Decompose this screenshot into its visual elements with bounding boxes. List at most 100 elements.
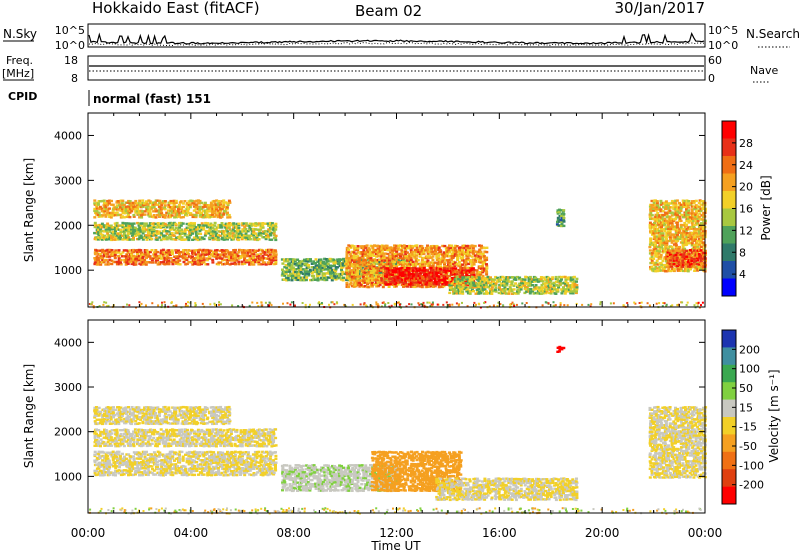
data-cell: [431, 255, 434, 257]
data-cell: [513, 288, 516, 290]
data-cell: [473, 278, 476, 280]
data-cell: [234, 249, 237, 251]
data-cell: [201, 222, 204, 224]
data-cell: [555, 276, 558, 278]
data-cell: [198, 249, 201, 251]
data-cell: [252, 263, 255, 265]
data-cell: [270, 239, 273, 241]
data-cell: [562, 217, 565, 219]
data-cell: [484, 288, 487, 290]
data-cell: [237, 223, 240, 225]
data-cell: [485, 267, 488, 269]
data-cell: [538, 289, 541, 291]
data-cell: [151, 261, 154, 263]
data-cell: [254, 250, 257, 252]
data-cell: [134, 200, 137, 202]
data-cell: [203, 238, 206, 240]
data-cell: [226, 261, 229, 263]
data-cell: [389, 267, 392, 269]
data-cell: [358, 267, 361, 269]
cpid-value: normal (fast) 151: [93, 92, 211, 106]
data-cell: [675, 244, 678, 246]
data-cell: [151, 249, 154, 251]
data-cell: [97, 202, 100, 204]
data-cell: [252, 230, 255, 232]
data-cell: [660, 262, 663, 264]
data-cell: [283, 275, 286, 277]
data-cell: [690, 208, 693, 210]
freq-label: Freq.: [6, 54, 33, 67]
data-cell: [575, 280, 578, 282]
data-cell: [237, 227, 240, 229]
noise-sky-trace: [89, 34, 704, 44]
data-cell: [171, 226, 174, 228]
data-cell: [685, 250, 688, 252]
data-cell: [388, 286, 391, 288]
data-cell: [291, 264, 294, 266]
data-cell: [395, 245, 398, 247]
data-cell: [237, 251, 240, 253]
data-cell: [513, 285, 516, 287]
data-cell: [438, 276, 441, 278]
nave-tick-low: 0: [708, 72, 715, 85]
data-cell: [346, 275, 349, 277]
data-cell: [178, 253, 181, 255]
data-cell: [237, 239, 240, 241]
data-cell: [245, 222, 248, 224]
data-cell: [423, 267, 426, 269]
data-cell: [114, 254, 117, 256]
data-cell: [462, 284, 465, 286]
data-cell: [274, 256, 277, 258]
data-cell: [217, 239, 220, 241]
data-cell: [518, 290, 521, 292]
data-cell: [483, 292, 486, 294]
data-cell: [576, 286, 579, 288]
data-cell: [693, 265, 696, 267]
data-cell: [420, 245, 423, 247]
data-cell: [345, 269, 348, 271]
data-cell: [330, 275, 333, 277]
data-cell: [128, 216, 131, 218]
data-cell: [134, 263, 137, 265]
data-cell: [439, 249, 442, 251]
data-cell: [161, 214, 164, 216]
data-cell: [133, 222, 136, 224]
data-cell: [535, 284, 538, 286]
data-cell: [371, 275, 374, 277]
data-cell: [228, 235, 231, 237]
data-cell: [485, 257, 488, 259]
noise-tick-high-left: 10^5: [55, 24, 85, 37]
data-cell: [428, 282, 431, 284]
data-cell: [687, 209, 690, 211]
data-cell: [249, 255, 252, 257]
data-cell: [116, 211, 119, 213]
data-cell: [473, 263, 476, 265]
data-cell: [187, 253, 190, 255]
data-cell: [426, 269, 429, 271]
data-cell: [170, 257, 173, 259]
data-cell: [673, 263, 676, 265]
data-cell: [701, 218, 704, 220]
data-cell: [275, 253, 278, 255]
data-cell: [702, 241, 705, 243]
data-cell: [153, 214, 156, 216]
data-cell: [264, 230, 267, 232]
data-cell: [674, 202, 677, 204]
data-cell: [121, 200, 124, 202]
data-cell: [194, 261, 197, 263]
data-cell: [505, 292, 508, 294]
data-cell: [203, 261, 206, 263]
data-cell: [141, 199, 144, 201]
data-cell: [401, 279, 404, 281]
data-cell: [228, 216, 231, 218]
nave-tick-high: 60: [708, 54, 722, 67]
data-cell: [419, 255, 422, 257]
data-cell: [233, 234, 236, 236]
data-cell: [697, 220, 700, 222]
data-cell: [687, 200, 690, 202]
data-cell: [514, 279, 517, 281]
data-cell: [408, 267, 411, 269]
data-cell: [471, 255, 474, 257]
data-cell: [362, 249, 365, 251]
data-cell: [182, 222, 185, 224]
